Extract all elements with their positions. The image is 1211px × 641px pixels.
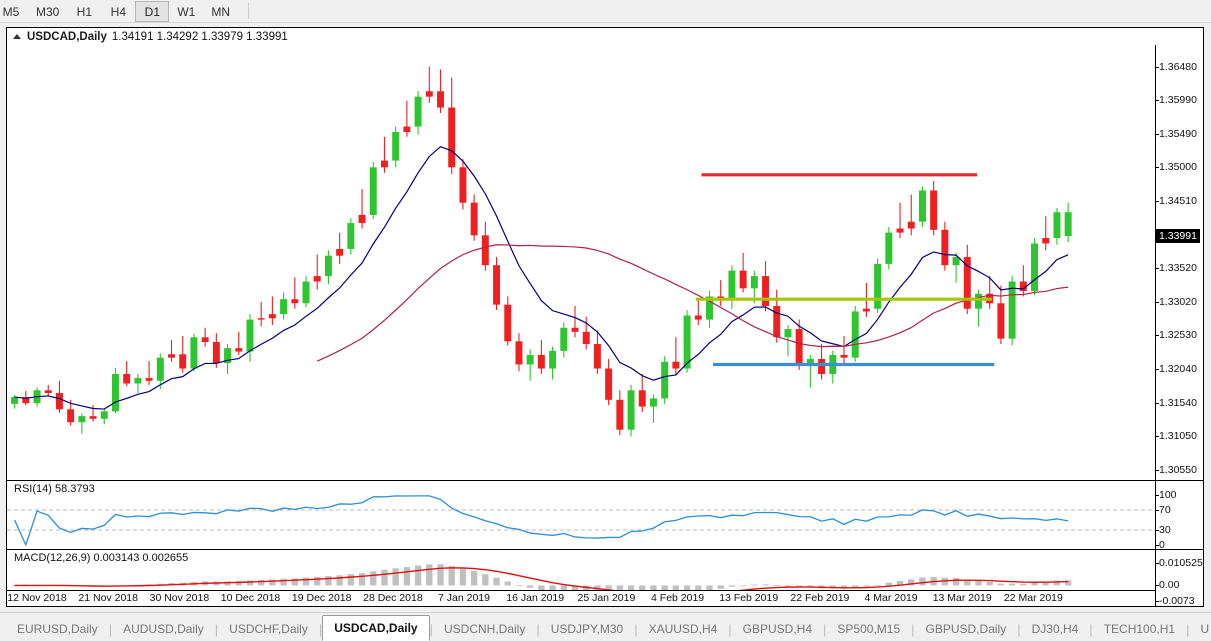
tab-separator: | [536,622,540,637]
symbol-tab-sp500-m15[interactable]: SP500,M15 [837,622,901,636]
price-tick: 1.33020 [1156,295,1197,308]
price-chart-svg [11,66,1072,437]
price-tick: 1.34510 [1156,194,1197,207]
tab-separator: | [1186,622,1190,637]
price-tick: 1.30550 [1156,463,1197,476]
time-tick: 22 Mar 2019 [1003,592,1063,604]
time-tick: 4 Mar 2019 [864,592,918,604]
price-tick: 1.32530 [1156,329,1197,342]
timeframe-toolbar: M5 M30 H1 H4 D1 W1 MN [0,0,1211,23]
time-tick: 10 Dec 2018 [220,592,281,604]
symbol-tab-eurusd-daily[interactable]: EURUSD,Daily [17,622,98,636]
timeframe-button-h4[interactable]: H4 [110,4,127,19]
macd-tick: 0.010525 [1156,557,1203,569]
symbol-tab-tech100-h1[interactable]: TECH100,H1 [1103,622,1176,636]
macd-label: MACD(12,26,9) 0.003143 0.002655 [12,552,191,564]
time-tick: 25 Jan 2019 [577,592,636,604]
time-tick: 12 Nov 2018 [7,592,67,604]
macd-tick: 0.00 [1155,579,1180,592]
time-tick: 4 Feb 2019 [651,592,705,604]
symbol-tab-dj30-h4[interactable]: DJ30,H4 [1031,622,1079,636]
price-pane[interactable]: 1.36480 1.35990 1.35490 1.35000 1.34510 1.335… [7,45,1203,480]
price-tick: 1.33520 [1156,261,1197,274]
price-tick: 1.36480 [1156,60,1197,73]
timeframe-button-mn[interactable]: MN [211,4,231,19]
symbol-tab-u[interactable]: U [1200,622,1210,636]
tab-separator: | [214,622,219,637]
timeframe-button-d1[interactable]: D1 [135,1,170,22]
price-tick: 1.35000 [1156,161,1197,174]
rsi-label: RSI(14) 58.3793 [12,483,97,495]
time-tick: 28 Dec 2018 [363,592,423,604]
tab-separator: | [318,622,323,637]
tab-separator: | [634,622,638,637]
price-tick: 1.31050 [1156,429,1197,442]
time-tick: 13 Feb 2019 [719,592,779,604]
symbol-tab-xauusd-h4[interactable]: XAUUSD,H4 [648,622,718,636]
symbol-tab-usdcnh-daily[interactable]: USDCNH,Daily [443,622,526,636]
price-tick: 1.35490 [1156,128,1197,140]
symbol-tab-bar[interactable]: EURUSD,Daily | AUDUSD,Daily | USDCHF,Daily | U… [0,612,1211,641]
tab-separator: | [108,622,113,637]
time-tick: 19 Dec 2018 [291,592,352,604]
tab-separator: | [911,622,915,637]
rsi-pane[interactable]: RSI(14) 58.3793 100 70 30 0 [7,481,1203,551]
chart-canvas-window[interactable]: USDCAD,Daily 1.34191 1.34292 1.33979 1.3… [6,27,1204,607]
timeframe-button-h1[interactable]: H1 [76,4,93,19]
pane-separator-2 [7,549,1203,550]
time-tick: 7 Jan 2019 [438,592,490,604]
timeframe-button-w1[interactable]: W1 [177,4,196,19]
price-scale[interactable]: 1.36480 1.35990 1.35490 1.35000 1.34510 1.335… [1155,45,1203,480]
time-tick: 16 Jan 2019 [506,592,565,604]
rsi-scale: 100 70 30 0 [1155,481,1203,551]
symbol-tab-usdjpy-m30[interactable]: USDJPY,M30 [550,622,624,636]
tab-separator: | [1017,622,1021,637]
chart-title-bar: USDCAD,Daily 1.34191 1.34292 1.33979 1.3… [7,28,1203,45]
symbol-tab-gbpusd-h4[interactable]: GBPUSD,H4 [742,622,813,636]
time-tick: 13 Mar 2019 [932,592,992,604]
rsi-tick: 0 [1156,539,1165,551]
rsi-chart-svg [7,495,1155,547]
tab-separator: | [823,622,827,637]
time-tick: 30 Nov 2018 [149,592,210,604]
chart-ohlc-values: 1.34191 1.34292 1.33979 1.33991 [111,30,288,43]
timeframe-button-m5[interactable]: M5 [2,4,20,19]
price-tick: 1.31540 [1156,396,1197,409]
chart-symbol-label: USDCAD,Daily [27,30,107,43]
symbol-tab-gbpusd-daily[interactable]: GBPUSD,Daily [925,622,1007,636]
price-tick: 1.35990 [1156,94,1197,107]
current-price-label: 1.33991 [1156,228,1200,243]
tab-separator: | [429,622,433,637]
time-tick: 22 Feb 2019 [790,592,850,604]
price-tick: 1.32040 [1156,362,1197,375]
macd-scale: 0.010525 0.00 -0.0073 [1155,550,1203,607]
rsi-tick: 100 [1156,489,1177,501]
toolbar-divider [248,3,250,19]
tab-separator: | [728,622,732,637]
tab-separator: | [1089,622,1093,637]
rsi-tick: 70 [1156,504,1171,516]
symbol-tab-usdcad-daily[interactable]: USDCAD,Daily [322,615,430,641]
time-tick: 21 Nov 2018 [78,592,138,604]
pane-separator-1 [7,480,1203,481]
timeframe-button-m30[interactable]: M30 [36,4,60,19]
symbol-tab-usdchf-daily[interactable]: USDCHF,Daily [229,622,308,636]
macd-tick: -0.0073 [1156,595,1195,607]
symbol-tab-audusd-daily[interactable]: AUDUSD,Daily [123,622,204,636]
collapse-triangle-icon[interactable] [13,34,21,39]
rsi-tick: 30 [1156,524,1171,536]
time-axis: 12 Nov 2018 21 Nov 2018 30 Nov 2018 10 Dec … [7,590,1203,606]
